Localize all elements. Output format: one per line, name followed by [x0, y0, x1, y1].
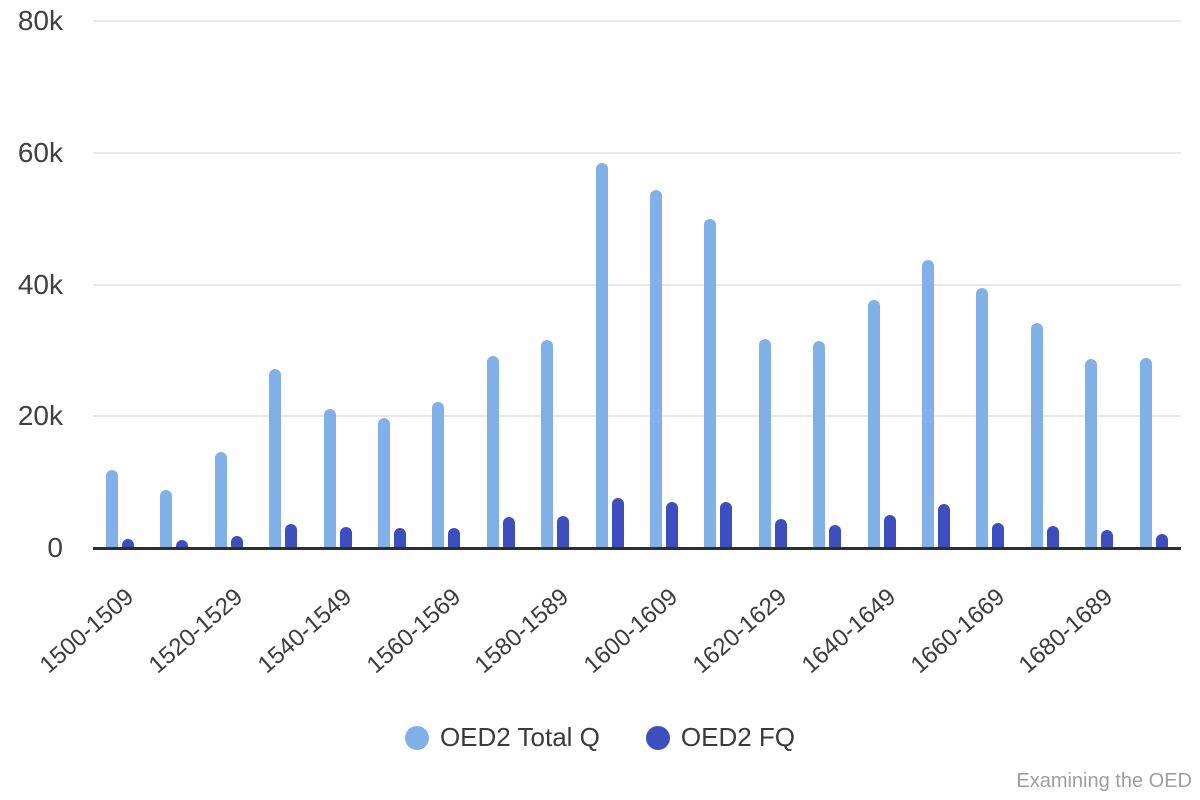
- gridline-20k: [93, 415, 1181, 418]
- bar-fq-1610-1619[interactable]: [720, 501, 732, 548]
- bar-fq-1630-1639[interactable]: [829, 524, 841, 548]
- bar-total-q-1550-1559[interactable]: [378, 417, 390, 548]
- bar-fq-1590-1599[interactable]: [612, 497, 624, 548]
- y-axis-tick-label: 0: [47, 532, 63, 563]
- bar-total-q-1650-1659[interactable]: [922, 260, 934, 548]
- bar-fq-1560-1569[interactable]: [448, 527, 460, 548]
- bar-fq-1580-1589[interactable]: [557, 516, 569, 548]
- gridline-80k: [93, 20, 1181, 22]
- y-axis-tick-label: 60k: [17, 136, 63, 168]
- bar-total-q-1640-1649[interactable]: [868, 299, 880, 548]
- bar-total-q-1580-1589[interactable]: [541, 339, 553, 548]
- chart-legend: OED2 Total Q OED2 FQ: [0, 722, 1200, 753]
- bar-fq-1690-1699[interactable]: [1156, 533, 1168, 548]
- bar-total-q-1590-1599[interactable]: [596, 162, 608, 548]
- bar-fq-1660-1669[interactable]: [992, 522, 1004, 548]
- bar-total-q-1500-1509[interactable]: [106, 470, 118, 548]
- bar-fq-1540-1549[interactable]: [340, 526, 352, 548]
- bar-fq-1530-1539[interactable]: [285, 524, 297, 548]
- bar-total-q-1520-1529[interactable]: [215, 452, 227, 548]
- bar-total-q-1620-1629[interactable]: [759, 338, 771, 548]
- gridline-60k: [93, 151, 1181, 154]
- legend-item-total-q[interactable]: OED2 Total Q: [404, 722, 600, 753]
- legend-color-circle-icon: [645, 725, 670, 750]
- bar-total-q-1690-1699[interactable]: [1140, 357, 1152, 548]
- legend-label: OED2 FQ: [680, 722, 796, 752]
- watermark-text: Examining the OED: [1016, 770, 1192, 792]
- bar-total-q-1570-1579[interactable]: [487, 356, 499, 548]
- bar-fq-1510-1519[interactable]: [176, 540, 188, 548]
- bar-fq-1620-1629[interactable]: [775, 519, 787, 548]
- x-axis-line: [93, 547, 1181, 550]
- bar-fq-1670-1679[interactable]: [1047, 525, 1059, 548]
- bar-total-q-1530-1539[interactable]: [269, 369, 281, 548]
- legend-color-circle-icon: [404, 725, 429, 750]
- legend-label: OED2 Total Q: [439, 722, 600, 752]
- bar-fq-1680-1689[interactable]: [1101, 529, 1113, 548]
- bar-fq-1600-1609[interactable]: [666, 501, 678, 548]
- bar-fq-1640-1649[interactable]: [884, 515, 896, 548]
- gridline-40k: [93, 283, 1181, 286]
- bar-total-q-1630-1639[interactable]: [813, 341, 825, 548]
- bar-total-q-1560-1569[interactable]: [432, 401, 444, 548]
- y-axis-tick-label: 80k: [17, 5, 63, 36]
- bar-fq-1500-1509[interactable]: [122, 538, 134, 548]
- bar-total-q-1600-1609[interactable]: [650, 189, 662, 548]
- bar-total-q-1510-1519[interactable]: [160, 490, 172, 548]
- y-axis-tick-label: 20k: [17, 400, 63, 432]
- bar-fq-1570-1579[interactable]: [503, 517, 515, 548]
- bar-total-q-1680-1689[interactable]: [1085, 358, 1097, 548]
- bar-total-q-1540-1549[interactable]: [324, 409, 336, 548]
- bar-fq-1550-1559[interactable]: [394, 528, 406, 548]
- bar-total-q-1670-1679[interactable]: [1031, 323, 1043, 548]
- bar-fq-1520-1529[interactable]: [231, 536, 243, 548]
- bar-total-q-1660-1669[interactable]: [976, 288, 988, 548]
- legend-item-fq[interactable]: OED2 FQ: [645, 722, 796, 753]
- bar-total-q-1610-1619[interactable]: [704, 219, 716, 548]
- y-axis-tick-label: 40k: [17, 268, 63, 300]
- bar-fq-1650-1659[interactable]: [938, 503, 950, 548]
